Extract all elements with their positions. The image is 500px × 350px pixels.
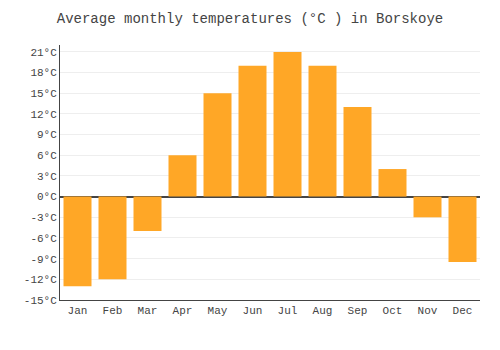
svg-text:Dec: Dec bbox=[453, 305, 473, 317]
svg-text:Sep: Sep bbox=[348, 305, 368, 317]
svg-text:21°C: 21°C bbox=[30, 47, 57, 59]
svg-text:18°C: 18°C bbox=[30, 67, 57, 79]
svg-text:Jan: Jan bbox=[68, 305, 88, 317]
svg-text:-12°C: -12°C bbox=[24, 274, 57, 286]
svg-text:Mar: Mar bbox=[138, 305, 158, 317]
svg-text:-9°C: -9°C bbox=[30, 254, 57, 266]
svg-text:12°C: 12°C bbox=[30, 109, 57, 121]
svg-text:Jul: Jul bbox=[278, 305, 298, 317]
svg-text:Aug: Aug bbox=[313, 305, 333, 317]
svg-text:Average monthly temperatures (: Average monthly temperatures (°C ) in Bo… bbox=[57, 11, 443, 27]
svg-text:3°C: 3°C bbox=[37, 171, 57, 183]
svg-text:6°C: 6°C bbox=[37, 150, 57, 162]
svg-text:Nov: Nov bbox=[418, 305, 438, 317]
svg-text:0°C: 0°C bbox=[37, 191, 57, 203]
svg-text:15°C: 15°C bbox=[30, 88, 57, 100]
svg-text:-6°C: -6°C bbox=[30, 233, 57, 245]
svg-text:Feb: Feb bbox=[103, 305, 123, 317]
svg-text:May: May bbox=[208, 305, 228, 317]
svg-text:9°C: 9°C bbox=[37, 129, 57, 141]
svg-text:Apr: Apr bbox=[173, 305, 193, 317]
svg-text:-3°C: -3°C bbox=[30, 212, 57, 224]
svg-text:Oct: Oct bbox=[383, 305, 403, 317]
svg-text:Jun: Jun bbox=[243, 305, 263, 317]
svg-text:-15°C: -15°C bbox=[24, 295, 57, 307]
